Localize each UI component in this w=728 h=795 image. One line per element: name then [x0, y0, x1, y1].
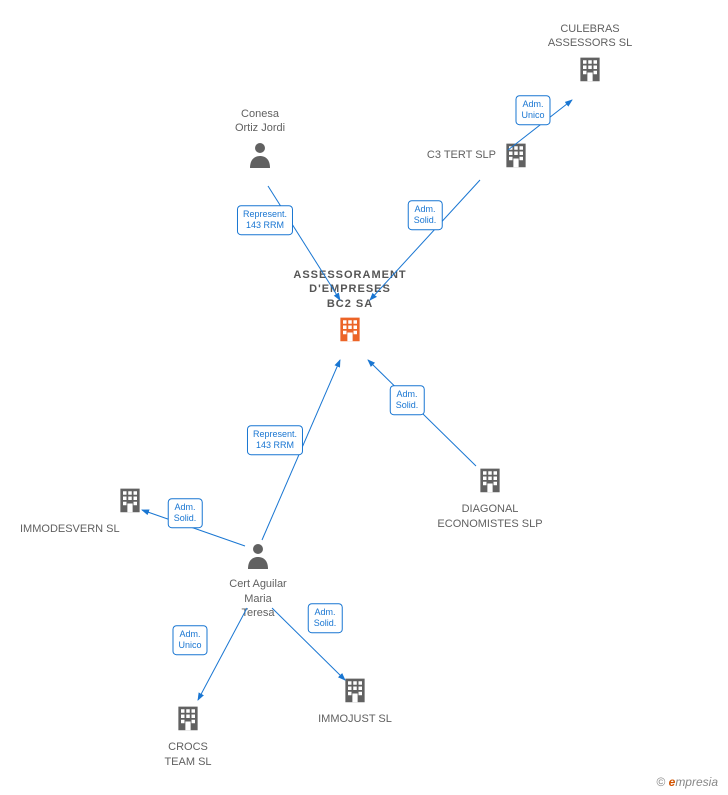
edge-label-e1: Represent.143 RRM [237, 205, 293, 235]
edge-e2 [370, 180, 480, 300]
edge-label-e8: Adm.Solid. [308, 603, 343, 633]
edge-e1 [268, 186, 340, 300]
edge-label-e6: Adm.Solid. [168, 498, 203, 528]
edge-label-e3: Adm.Unico [515, 95, 550, 125]
edges-layer [0, 0, 728, 795]
diagram-canvas: ASSESSORAMENTD'EMPRESESBC2 SA ConesaOrti… [0, 0, 728, 795]
edge-label-e4: Adm.Solid. [390, 385, 425, 415]
edge-label-e5: Represent.143 RRM [247, 425, 303, 455]
edge-label-e7: Adm.Unico [172, 625, 207, 655]
edge-label-e2: Adm.Solid. [408, 200, 443, 230]
